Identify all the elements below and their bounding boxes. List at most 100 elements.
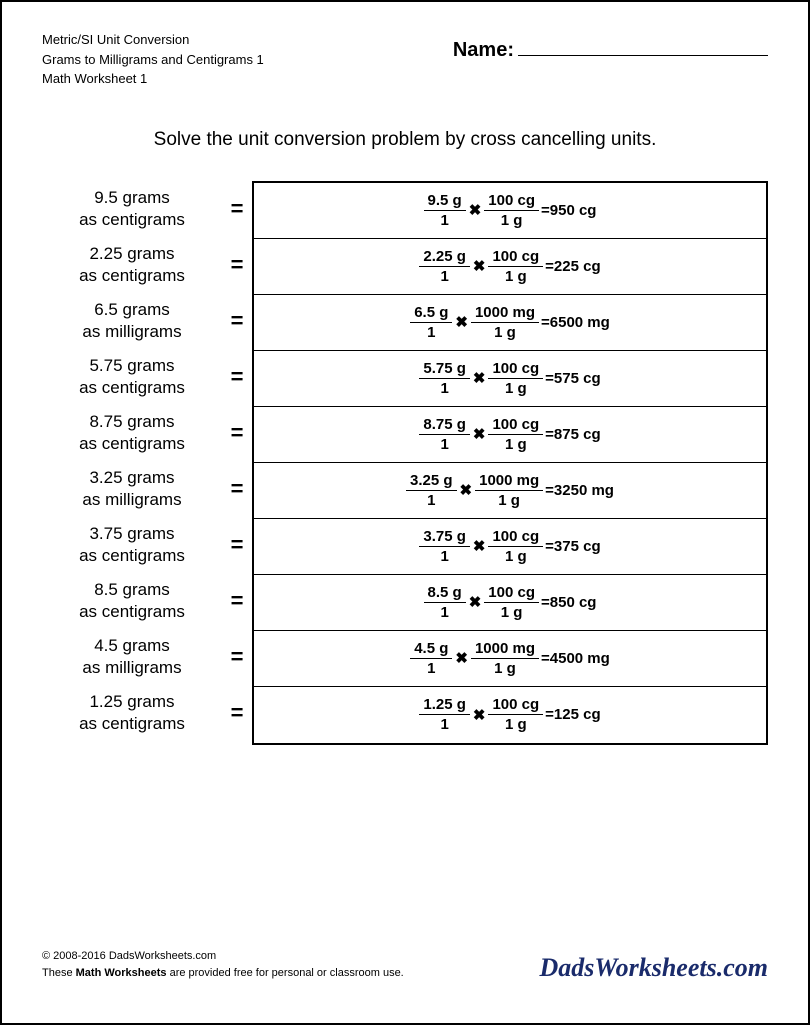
fraction-2: 100 cg1 g [488, 360, 543, 397]
prompt-value: 4.5 grams [94, 635, 170, 656]
fraction-2: 100 cg1 g [488, 696, 543, 733]
fraction-1: 8.5 g1 [424, 584, 466, 621]
answer-cell: 1.25 g1✖100 cg1 g=125 cg [254, 687, 766, 743]
equals-sign: = [222, 573, 252, 629]
footer-left: © 2008-2016 DadsWorksheets.com These Mat… [42, 948, 404, 983]
fraction-1: 3.75 g1 [419, 528, 470, 565]
result-value: =875 cg [545, 426, 600, 443]
result-value: =950 cg [541, 202, 596, 219]
prompt-unit: as centigrams [79, 209, 185, 230]
footer-tail: are provided free for personal or classr… [167, 967, 404, 979]
denominator: 1 g [494, 491, 524, 509]
expression: 5.75 g1✖100 cg1 g=575 cg [419, 360, 600, 397]
expression: 2.25 g1✖100 cg1 g=225 cg [419, 248, 600, 285]
prompt-unit: as centigrams [79, 601, 185, 622]
equals-sign: = [222, 461, 252, 517]
result-value: =850 cg [541, 594, 596, 611]
numerator: 1.25 g [419, 696, 470, 715]
prompt-cell: 5.75 gramsas centigrams [42, 349, 222, 405]
fraction-2: 1000 mg1 g [471, 304, 539, 341]
denominator: 1 [436, 547, 452, 565]
denominator: 1 g [490, 323, 520, 341]
expression: 9.5 g1✖100 cg1 g=950 cg [424, 192, 597, 229]
prompt-value: 8.5 grams [94, 579, 170, 600]
prompt-cell: 1.25 gramsas centigrams [42, 685, 222, 741]
prompt-unit: as centigrams [79, 713, 185, 734]
numerator: 100 cg [484, 584, 539, 603]
prompt-cell: 8.75 gramsas centigrams [42, 405, 222, 461]
numerator: 1000 mg [471, 640, 539, 659]
equals-sign: = [222, 517, 252, 573]
fraction-1: 5.75 g1 [419, 360, 470, 397]
prompt-cell: 2.25 gramsas centigrams [42, 237, 222, 293]
result-value: =375 cg [545, 538, 600, 555]
prompt-cell: 3.25 gramsas milligrams [42, 461, 222, 517]
answer-cell: 4.5 g1✖1000 mg1 g=4500 mg [254, 631, 766, 687]
answers-column: 9.5 g1✖100 cg1 g=950 cg2.25 g1✖100 cg1 g… [252, 181, 768, 745]
equals-sign: = [222, 293, 252, 349]
numerator: 100 cg [484, 192, 539, 211]
answer-cell: 8.5 g1✖100 cg1 g=850 cg [254, 575, 766, 631]
denominator: 1 g [501, 379, 531, 397]
header-line1: Metric/SI Unit Conversion [42, 30, 264, 50]
fraction-1: 8.75 g1 [419, 416, 470, 453]
prompt-value: 1.25 grams [89, 691, 174, 712]
fraction-2: 100 cg1 g [484, 192, 539, 229]
answer-cell: 6.5 g1✖1000 mg1 g=6500 mg [254, 295, 766, 351]
expression: 1.25 g1✖100 cg1 g=125 cg [419, 696, 600, 733]
answer-cell: 2.25 g1✖100 cg1 g=225 cg [254, 239, 766, 295]
prompt-unit: as centigrams [79, 265, 185, 286]
result-value: =6500 mg [541, 314, 610, 331]
prompt-value: 6.5 grams [94, 299, 170, 320]
numerator: 100 cg [488, 528, 543, 547]
equals-sign: = [222, 181, 252, 237]
times-icon: ✖ [473, 537, 486, 555]
times-icon: ✖ [473, 706, 486, 724]
footer: © 2008-2016 DadsWorksheets.com These Mat… [42, 948, 768, 983]
prompt-value: 9.5 grams [94, 187, 170, 208]
prompt-cell: 3.75 gramsas centigrams [42, 517, 222, 573]
times-icon: ✖ [473, 369, 486, 387]
result-value: =4500 mg [541, 650, 610, 667]
footer-bold: Math Worksheets [76, 967, 167, 979]
numerator: 100 cg [488, 696, 543, 715]
denominator: 1 [436, 379, 452, 397]
fraction-1: 9.5 g1 [424, 192, 466, 229]
numerator: 100 cg [488, 360, 543, 379]
prompt-unit: as milligrams [82, 321, 181, 342]
numerator: 9.5 g [424, 192, 466, 211]
fraction-2: 1000 mg1 g [471, 640, 539, 677]
prompt-value: 3.25 grams [89, 467, 174, 488]
equals-column: ========== [222, 181, 252, 745]
prompt-value: 2.25 grams [89, 243, 174, 264]
expression: 6.5 g1✖1000 mg1 g=6500 mg [410, 304, 610, 341]
name-input-line[interactable] [518, 38, 768, 56]
denominator: 1 g [490, 659, 520, 677]
denominator: 1 [436, 603, 452, 621]
numerator: 100 cg [488, 248, 543, 267]
prompt-unit: as milligrams [82, 657, 181, 678]
numerator: 6.5 g [410, 304, 452, 323]
numerator: 3.25 g [406, 472, 457, 491]
denominator: 1 [423, 323, 439, 341]
fraction-1: 2.25 g1 [419, 248, 470, 285]
fraction-1: 3.25 g1 [406, 472, 457, 509]
fraction-2: 100 cg1 g [488, 416, 543, 453]
prompt-cell: 8.5 gramsas centigrams [42, 573, 222, 629]
equals-sign: = [222, 685, 252, 741]
result-value: =3250 mg [545, 482, 614, 499]
result-value: =125 cg [545, 706, 600, 723]
numerator: 3.75 g [419, 528, 470, 547]
prompt-cell: 9.5 gramsas centigrams [42, 181, 222, 237]
denominator: 1 g [501, 547, 531, 565]
result-value: =575 cg [545, 370, 600, 387]
prompt-cell: 6.5 gramsas milligrams [42, 293, 222, 349]
expression: 8.75 g1✖100 cg1 g=875 cg [419, 416, 600, 453]
brand-logo: DadsWorksheets.com [540, 953, 768, 983]
header-line3: Math Worksheet 1 [42, 69, 264, 89]
prompt-value: 5.75 grams [89, 355, 174, 376]
numerator: 5.75 g [419, 360, 470, 379]
numerator: 1000 mg [471, 304, 539, 323]
denominator: 1 [436, 267, 452, 285]
equals-sign: = [222, 405, 252, 461]
